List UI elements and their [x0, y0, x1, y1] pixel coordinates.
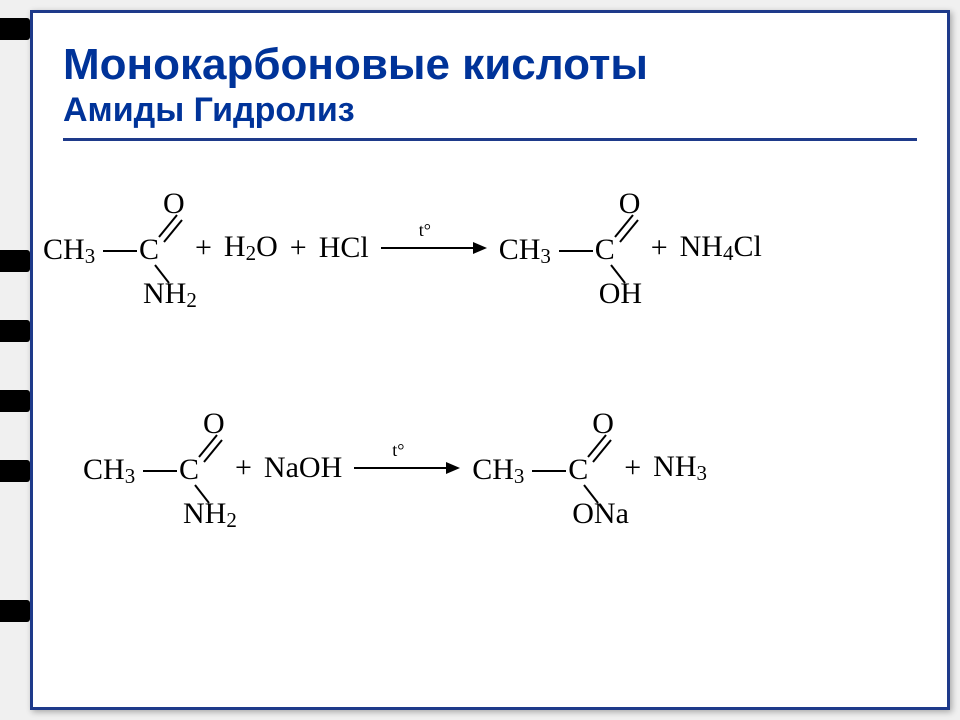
- label-ch3: CH3: [43, 233, 95, 269]
- reagent-naoh: NaOH: [264, 451, 342, 485]
- label-nh2: NH2: [183, 497, 237, 533]
- spiral-notch: [0, 250, 30, 272]
- spiral-notch: [0, 18, 30, 40]
- spiral-notch: [0, 460, 30, 482]
- spiral-notch: [0, 600, 30, 622]
- product-nh4cl: NH4Cl: [680, 230, 762, 266]
- spiral-notch: [0, 320, 30, 342]
- label-c: C: [179, 453, 199, 487]
- reaction-1: CH3 C O NH2 + H2O + HCl t°: [43, 193, 762, 303]
- label-c: C: [595, 233, 615, 267]
- label-oh: OH: [599, 277, 642, 311]
- title-main: Монокарбоновые кислоты: [63, 41, 917, 89]
- arrow-condition: t°: [392, 440, 404, 461]
- label-c: C: [568, 453, 588, 487]
- reaction-arrow: t°: [379, 228, 489, 268]
- title-sub: Амиды Гидролиз: [63, 89, 917, 132]
- label-ch3: CH3: [83, 453, 135, 489]
- reagent-h2o: H2O: [224, 230, 278, 266]
- product-nh3: NH3: [653, 450, 707, 486]
- arrow-icon: [379, 238, 489, 258]
- plus-sign: +: [649, 231, 670, 265]
- label-ch3: CH3: [472, 453, 524, 489]
- plus-sign: +: [233, 451, 254, 485]
- reactant-acetamide: CH3 C O NH2: [83, 413, 223, 523]
- arrow-icon: [352, 458, 462, 478]
- reaction-arrow: t°: [352, 448, 462, 488]
- product-acetic-acid: CH3 C O OH: [499, 193, 639, 303]
- slide-header: Монокарбоновые кислоты Амиды Гидролиз: [33, 13, 947, 153]
- label-o: O: [203, 407, 225, 441]
- reactant-acetamide: CH3 C O NH2: [43, 193, 183, 303]
- plus-sign: +: [288, 231, 309, 265]
- label-o: O: [163, 187, 185, 221]
- reactions-area: CH3 C O NH2 + H2O + HCl t°: [33, 153, 947, 673]
- label-ch3: CH3: [499, 233, 551, 269]
- label-c: C: [139, 233, 159, 267]
- reagent-hcl: HCl: [319, 231, 369, 265]
- plus-sign: +: [193, 231, 214, 265]
- product-sodium-acetate: CH3 C O ONa: [472, 413, 612, 523]
- reaction-2: CH3 C O NH2 + NaOH t°: [83, 413, 707, 523]
- plus-sign: +: [622, 451, 643, 485]
- label-ona: ONa: [572, 497, 629, 531]
- label-nh2: NH2: [143, 277, 197, 313]
- title-rule: [63, 138, 917, 141]
- label-o: O: [619, 187, 641, 221]
- label-o: O: [592, 407, 614, 441]
- arrow-condition: t°: [419, 220, 431, 241]
- spiral-notch: [0, 390, 30, 412]
- slide-frame: Монокарбоновые кислоты Амиды Гидролиз CH…: [30, 10, 950, 710]
